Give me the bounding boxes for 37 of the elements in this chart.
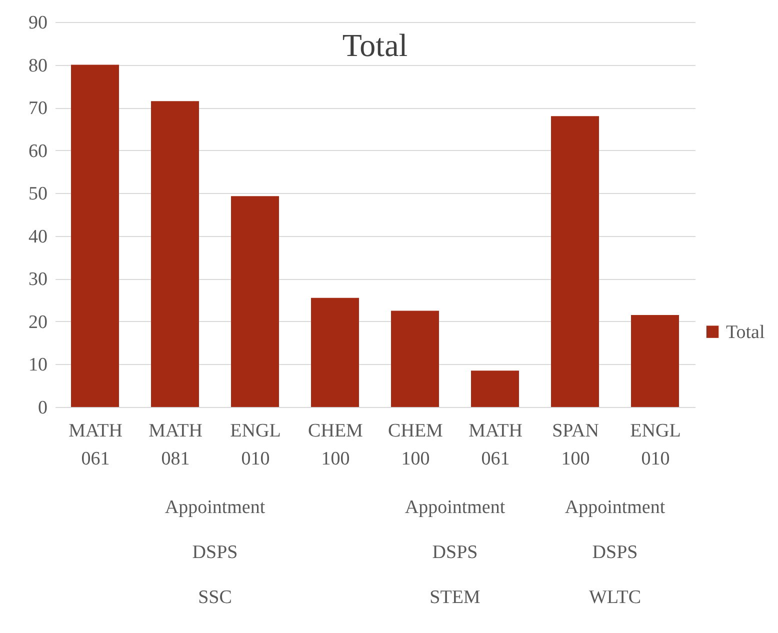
x-tick-label: ENGL 010	[230, 420, 281, 470]
x-tick-label: SPAN 100	[552, 420, 600, 470]
bar	[631, 315, 679, 407]
y-tick-label: 0	[38, 398, 48, 418]
text: STEM	[430, 587, 480, 608]
y-tick-label: 20	[28, 312, 48, 333]
bar	[471, 370, 519, 407]
text: Appointment	[564, 497, 666, 518]
x-tick-label: MATH 061	[468, 420, 523, 470]
text: SSC	[198, 587, 232, 608]
bar	[71, 64, 119, 407]
text: DSPS	[432, 542, 478, 563]
text: DSPS	[192, 542, 238, 563]
bar	[391, 310, 439, 407]
y-tick-label: 90	[28, 12, 48, 34]
bar	[151, 101, 199, 407]
bar	[311, 298, 359, 407]
chart-title: Total	[342, 27, 408, 63]
x-tick-label: CHEM 100	[388, 420, 444, 470]
text: DSPS	[592, 542, 638, 563]
y-tick-label: 40	[28, 226, 48, 248]
text: WLTC	[588, 587, 642, 608]
x-tick-label: ENGL 010	[630, 420, 681, 470]
x-tick-label: CHEM 100	[308, 420, 364, 470]
bar	[231, 196, 279, 407]
y-tick-label: 60	[28, 140, 48, 162]
text: Appointment	[164, 497, 266, 518]
text: Appointment	[404, 497, 506, 518]
y-tick-label: 70	[28, 98, 48, 120]
y-tick-label: 30	[28, 269, 48, 290]
y-tick-label: 80	[28, 55, 48, 76]
y-tick-label: 50	[28, 184, 48, 205]
x-tick-label: MATH 061	[68, 420, 123, 470]
bar	[551, 116, 599, 407]
y-tick-label: 10	[28, 354, 48, 376]
x-tick-label: MATH 081	[148, 420, 203, 470]
legend-label: Total	[726, 322, 765, 343]
